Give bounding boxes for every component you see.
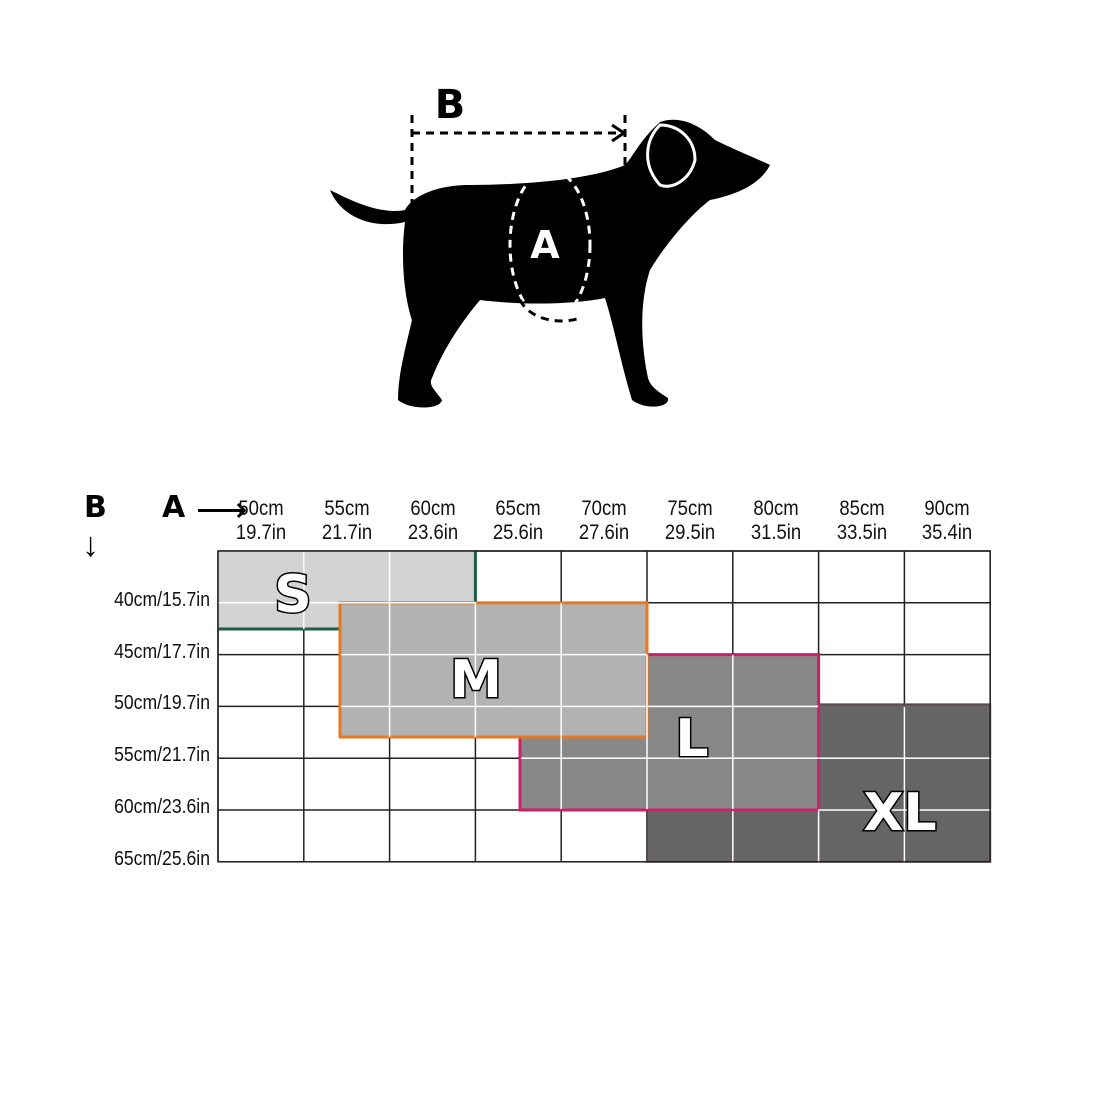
column-cm: 60cm	[409, 497, 456, 520]
dog-measurement-illustration: B A	[330, 82, 770, 408]
column-label: 85cm 33.5in	[824, 497, 900, 545]
column-in: 35.4in	[922, 521, 973, 544]
column-label: 50cm 19.7in	[223, 497, 299, 545]
column-cm: 90cm	[924, 497, 970, 520]
size-label-l: L	[675, 709, 708, 769]
column-in: 27.6in	[579, 521, 630, 544]
column-cm: 75cm	[667, 497, 713, 520]
column-in: 31.5in	[750, 521, 801, 544]
column-cm: 55cm	[324, 497, 370, 520]
row-label: 50cm/19.7in	[114, 692, 210, 715]
dog-ear	[646, 123, 697, 188]
column-label: 60cm 23.6in	[395, 497, 471, 545]
size-label-m: M	[450, 650, 502, 710]
axis-a-label: A	[162, 490, 186, 525]
row-label: 40cm/15.7in	[114, 588, 210, 611]
column-label: 80cm 31.5in	[738, 497, 814, 545]
column-label: 65cm 25.6in	[481, 497, 557, 545]
label-a: A	[530, 223, 560, 267]
dog-silhouette	[330, 119, 770, 408]
column-cm: 50cm	[238, 497, 284, 520]
column-in: 21.7in	[321, 521, 372, 544]
row-label: 65cm/25.6in	[114, 847, 210, 870]
column-label: 90cm 35.4in	[910, 497, 986, 545]
column-in: 29.5in	[664, 521, 716, 544]
a-girth-loop-front	[508, 168, 592, 322]
label-b: B	[435, 82, 466, 128]
size-label-s: S	[274, 565, 311, 625]
a-arrowhead	[537, 166, 551, 181]
column-cm: 65cm	[495, 497, 541, 520]
column-in: 23.6in	[407, 521, 458, 544]
down-arrow-icon: ↓	[82, 526, 99, 564]
column-cm: 85cm	[838, 497, 885, 520]
axis-b-label: B	[84, 490, 107, 525]
row-label: 60cm/23.6in	[114, 796, 210, 818]
column-label: 70cm 27.6in	[566, 497, 642, 545]
a-girth-loop-below	[518, 299, 581, 323]
row-label: 55cm/21.7in	[114, 744, 210, 767]
column-in: 19.7in	[235, 521, 287, 544]
column-in: 33.5in	[836, 521, 887, 544]
size-label-xl: XL	[863, 783, 936, 843]
b-arrowhead	[611, 123, 627, 143]
row-label: 45cm/17.7in	[114, 640, 210, 663]
column-in: 25.6in	[493, 521, 544, 544]
grid-border	[217, 550, 991, 863]
column-cm: 70cm	[581, 497, 627, 520]
column-label: 75cm 29.5in	[652, 497, 728, 545]
right-arrow-icon: ⟶	[196, 489, 248, 530]
column-label: 55cm 21.7in	[309, 497, 385, 545]
column-cm: 80cm	[753, 497, 799, 520]
